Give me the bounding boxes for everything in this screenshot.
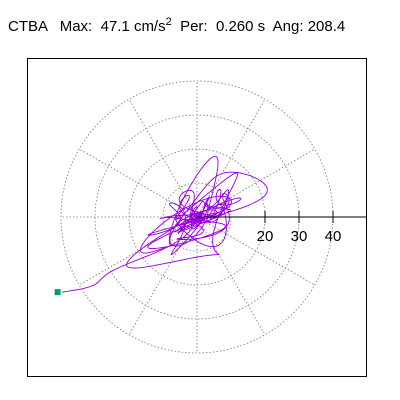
angle-value: 208.4	[307, 18, 346, 35]
grid-spoke	[196, 216, 315, 286]
chart-header: CTBA Max: 47.1 cm/s2 Per: 0.260 s Ang: 2…	[8, 16, 345, 35]
grid-spoke	[196, 216, 266, 335]
grid-spoke	[128, 216, 198, 335]
period-value: 0.260	[215, 18, 254, 35]
grid-spoke	[196, 148, 315, 218]
radial-tick-label: 40	[325, 228, 342, 245]
grid-spoke	[128, 99, 198, 218]
trace-path	[61, 155, 268, 293]
radial-axis: 20 30 40	[197, 211, 366, 245]
grid-spoke	[79, 148, 198, 218]
station-code: CTBA	[8, 18, 48, 35]
end-point-marker	[54, 289, 61, 296]
radial-tick-label: 20	[257, 228, 274, 245]
max-unit-exponent: 2	[165, 16, 172, 28]
plot-frame	[27, 58, 367, 377]
end-marker	[54, 289, 61, 296]
max-unit: cm/s	[133, 18, 166, 35]
motion-trace	[61, 155, 268, 293]
period-label: Per:	[180, 18, 208, 35]
period-unit: s	[257, 18, 266, 35]
max-value: 47.1	[100, 18, 130, 35]
grid-spoke	[196, 99, 266, 218]
max-label: Max:	[59, 18, 93, 35]
angle-label: Ang:	[272, 18, 304, 35]
radial-tick-label: 30	[291, 228, 308, 245]
